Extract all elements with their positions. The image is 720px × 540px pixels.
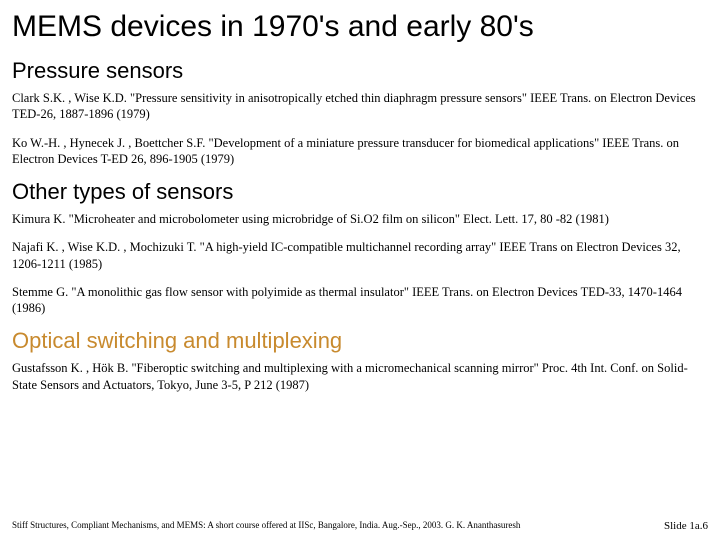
footer-left: Stiff Structures, Compliant Mechanisms, … (12, 520, 520, 532)
slide-number: Slide 1a.6 (664, 520, 708, 532)
slide-title: MEMS devices in 1970's and early 80's (12, 10, 708, 44)
reference-text: Stemme G. "A monolithic gas flow sensor … (12, 284, 708, 317)
reference-text: Kimura K. "Microheater and microbolomete… (12, 211, 708, 227)
reference-text: Gustafsson K. , Hök B. "Fiberoptic switc… (12, 360, 708, 393)
section-heading-pressure: Pressure sensors (12, 58, 708, 84)
section-heading-other: Other types of sensors (12, 179, 708, 205)
reference-text: Clark S.K. , Wise K.D. "Pressure sensiti… (12, 90, 708, 123)
reference-text: Ko W.-H. , Hynecek J. , Boettcher S.F. "… (12, 135, 708, 168)
reference-text: Najafi K. , Wise K.D. , Mochizuki T. "A … (12, 239, 708, 272)
section-heading-optical: Optical switching and multiplexing (12, 328, 708, 354)
slide-footer: Stiff Structures, Compliant Mechanisms, … (12, 520, 708, 532)
